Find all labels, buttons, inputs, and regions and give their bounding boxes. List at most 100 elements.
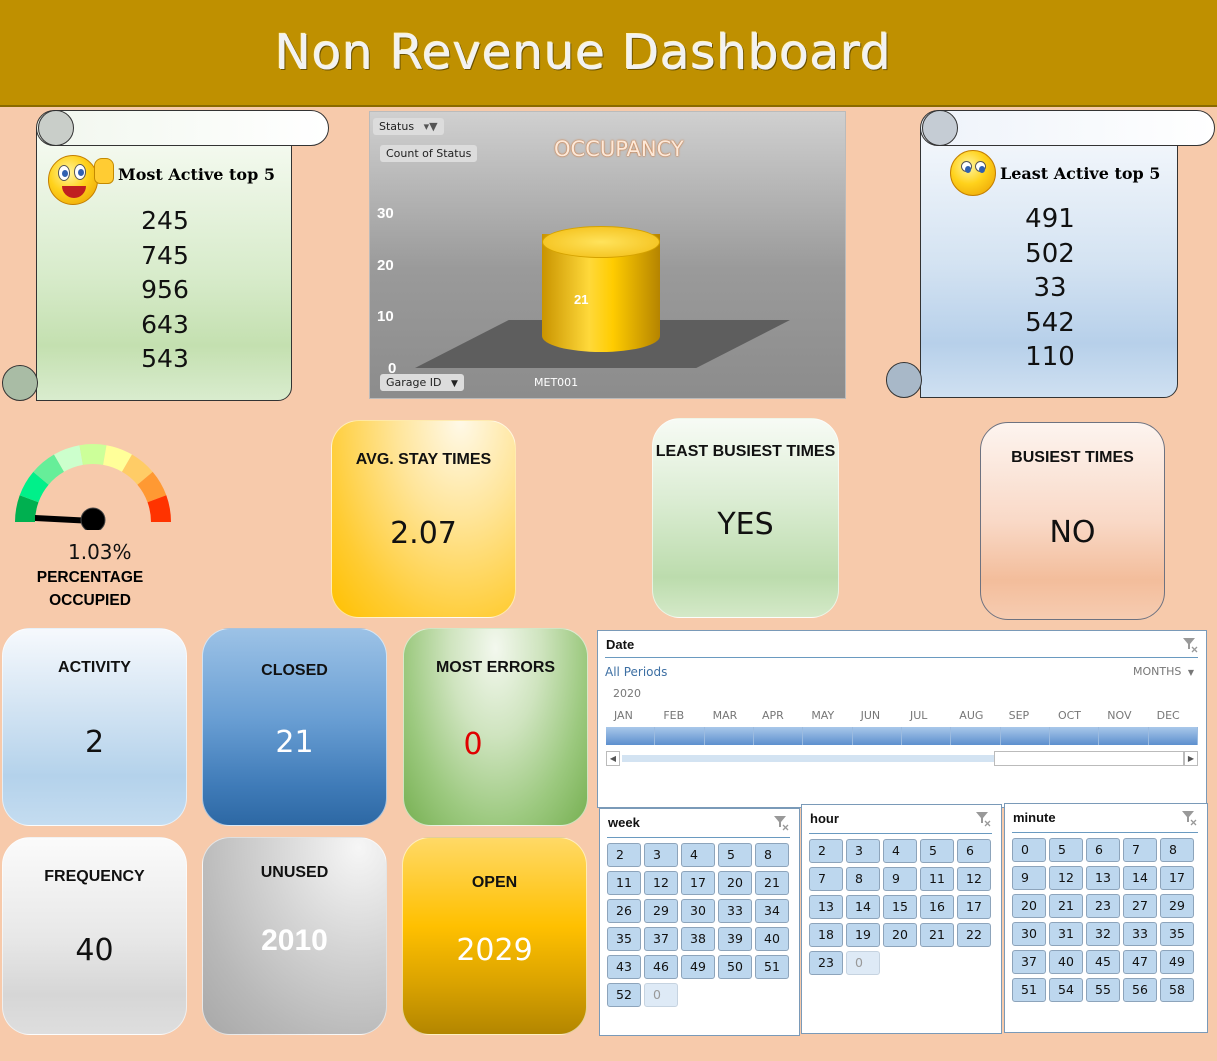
clear-filter-icon[interactable] <box>1181 810 1197 826</box>
slicer-item[interactable]: 46 <box>644 955 678 979</box>
slicer-item[interactable]: 40 <box>755 927 789 951</box>
slicer-item[interactable]: 35 <box>1160 922 1194 946</box>
slicer-item[interactable]: 18 <box>809 923 843 947</box>
slicer-item[interactable]: 4 <box>883 839 917 863</box>
slicer-item[interactable]: 22 <box>957 923 991 947</box>
slicer-item[interactable]: 12 <box>644 871 678 895</box>
slicer-item[interactable]: 33 <box>1123 922 1157 946</box>
slicer-item[interactable]: 21 <box>755 871 789 895</box>
time-level-dropdown[interactable]: MONTHS ▼ <box>1133 665 1194 678</box>
slicer-item[interactable]: 5 <box>1049 838 1083 862</box>
gauge-value: 1.03% <box>68 540 132 564</box>
slicer-item[interactable]: 37 <box>644 927 678 951</box>
slicer-item[interactable]: 19 <box>846 923 880 947</box>
slicer-item[interactable]: 21 <box>1049 894 1083 918</box>
slicer-item[interactable]: 12 <box>957 867 991 891</box>
slicer-item[interactable]: 51 <box>755 955 789 979</box>
slicer-item[interactable]: 11 <box>607 871 641 895</box>
hour-slicer[interactable]: hour 2 3 4 5 6 7 8 9 11 12 13 14 15 16 1… <box>801 804 1002 1034</box>
slicer-item[interactable]: 13 <box>809 895 843 919</box>
scroll-right-icon[interactable]: ▶ <box>1184 751 1198 766</box>
slicer-item[interactable]: 20 <box>718 871 752 895</box>
slicer-item[interactable]: 49 <box>1160 950 1194 974</box>
slicer-item[interactable]: 20 <box>1012 894 1046 918</box>
slicer-item[interactable]: 26 <box>607 899 641 923</box>
slicer-item[interactable]: 32 <box>1086 922 1120 946</box>
slicer-item-disabled[interactable]: 0 <box>846 951 880 975</box>
slicer-item[interactable]: 17 <box>1160 866 1194 890</box>
slicer-item[interactable]: 47 <box>1123 950 1157 974</box>
scroll-left-icon[interactable]: ◀ <box>606 751 620 766</box>
slicer-item[interactable]: 8 <box>1160 838 1194 862</box>
scroll-thumb[interactable] <box>994 751 1184 766</box>
slicer-item[interactable]: 40 <box>1049 950 1083 974</box>
slicer-item[interactable]: 0 <box>1012 838 1046 862</box>
clear-filter-icon[interactable] <box>1182 637 1198 653</box>
slicer-item[interactable]: 38 <box>681 927 715 951</box>
clear-filter-icon[interactable] <box>975 811 991 827</box>
timeline-scrollbar[interactable]: ◀ ▶ <box>606 751 1198 766</box>
slicer-item[interactable]: 56 <box>1123 978 1157 1002</box>
slicer-item[interactable]: 55 <box>1086 978 1120 1002</box>
slicer-item[interactable]: 43 <box>607 955 641 979</box>
slicer-item[interactable]: 9 <box>1012 866 1046 890</box>
slicer-item[interactable]: 2 <box>607 843 641 867</box>
slicer-item[interactable]: 29 <box>1160 894 1194 918</box>
slicer-item[interactable]: 6 <box>957 839 991 863</box>
slicer-item[interactable]: 3 <box>846 839 880 863</box>
slicer-item[interactable]: 17 <box>681 871 715 895</box>
slicer-item[interactable]: 30 <box>1012 922 1046 946</box>
week-slicer[interactable]: week 2 3 4 5 8 11 12 17 20 21 26 29 30 3… <box>599 808 800 1036</box>
count-of-status-button[interactable]: Count of Status <box>380 145 478 162</box>
slicer-item[interactable]: 3 <box>644 843 678 867</box>
slicer-item[interactable]: 21 <box>920 923 954 947</box>
slicer-item[interactable]: 35 <box>607 927 641 951</box>
slicer-item[interactable]: 5 <box>718 843 752 867</box>
status-filter-button[interactable]: Status ▾▼ <box>373 118 444 135</box>
slicer-item[interactable]: 29 <box>644 899 678 923</box>
slicer-item[interactable]: 13 <box>1086 866 1120 890</box>
slicer-item[interactable]: 11 <box>920 867 954 891</box>
slicer-item[interactable]: 51 <box>1012 978 1046 1002</box>
slicer-item[interactable]: 12 <box>1049 866 1083 890</box>
clear-filter-icon[interactable] <box>773 815 789 831</box>
slicer-item[interactable]: 14 <box>846 895 880 919</box>
occupancy-chart[interactable]: Status ▾▼ Count of Status OCCUPANCY 30 2… <box>369 111 846 399</box>
slicer-item[interactable]: 49 <box>681 955 715 979</box>
slicer-item[interactable]: 5 <box>920 839 954 863</box>
garage-id-button[interactable]: Garage ID ▼ <box>380 374 464 391</box>
slicer-item[interactable]: 20 <box>883 923 917 947</box>
slicer-item-disabled[interactable]: 0 <box>644 983 678 1007</box>
slicer-item[interactable]: 8 <box>755 843 789 867</box>
slicer-item[interactable]: 4 <box>681 843 715 867</box>
minute-slicer[interactable]: minute 0 5 6 7 8 9 12 13 14 17 20 21 23 … <box>1004 803 1208 1033</box>
slicer-item[interactable]: 39 <box>718 927 752 951</box>
slicer-item[interactable]: 23 <box>809 951 843 975</box>
slicer-item[interactable]: 50 <box>718 955 752 979</box>
slicer-item[interactable]: 17 <box>957 895 991 919</box>
timeline-selection-bar[interactable] <box>606 727 1198 745</box>
slicer-item[interactable]: 14 <box>1123 866 1157 890</box>
avg-stay-card: AVG. STAY TIMES 2.07 <box>331 420 516 618</box>
slicer-item[interactable]: 37 <box>1012 950 1046 974</box>
month-label: AUG <box>959 709 984 722</box>
slicer-item[interactable]: 7 <box>809 867 843 891</box>
slicer-item[interactable]: 15 <box>883 895 917 919</box>
slicer-item[interactable]: 54 <box>1049 978 1083 1002</box>
slicer-item[interactable]: 30 <box>681 899 715 923</box>
slicer-item[interactable]: 33 <box>718 899 752 923</box>
date-timeline[interactable]: Date All Periods MONTHS ▼ 2020 JAN FEB M… <box>597 630 1207 808</box>
slicer-item[interactable]: 31 <box>1049 922 1083 946</box>
slicer-item[interactable]: 58 <box>1160 978 1194 1002</box>
slicer-item[interactable]: 7 <box>1123 838 1157 862</box>
slicer-item[interactable]: 23 <box>1086 894 1120 918</box>
slicer-item[interactable]: 8 <box>846 867 880 891</box>
slicer-item[interactable]: 9 <box>883 867 917 891</box>
slicer-item[interactable]: 52 <box>607 983 641 1007</box>
slicer-item[interactable]: 27 <box>1123 894 1157 918</box>
slicer-item[interactable]: 2 <box>809 839 843 863</box>
slicer-item[interactable]: 45 <box>1086 950 1120 974</box>
slicer-item[interactable]: 34 <box>755 899 789 923</box>
slicer-item[interactable]: 6 <box>1086 838 1120 862</box>
slicer-item[interactable]: 16 <box>920 895 954 919</box>
